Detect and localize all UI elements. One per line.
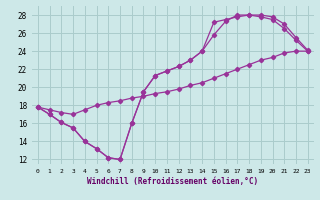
X-axis label: Windchill (Refroidissement éolien,°C): Windchill (Refroidissement éolien,°C) bbox=[87, 177, 258, 186]
